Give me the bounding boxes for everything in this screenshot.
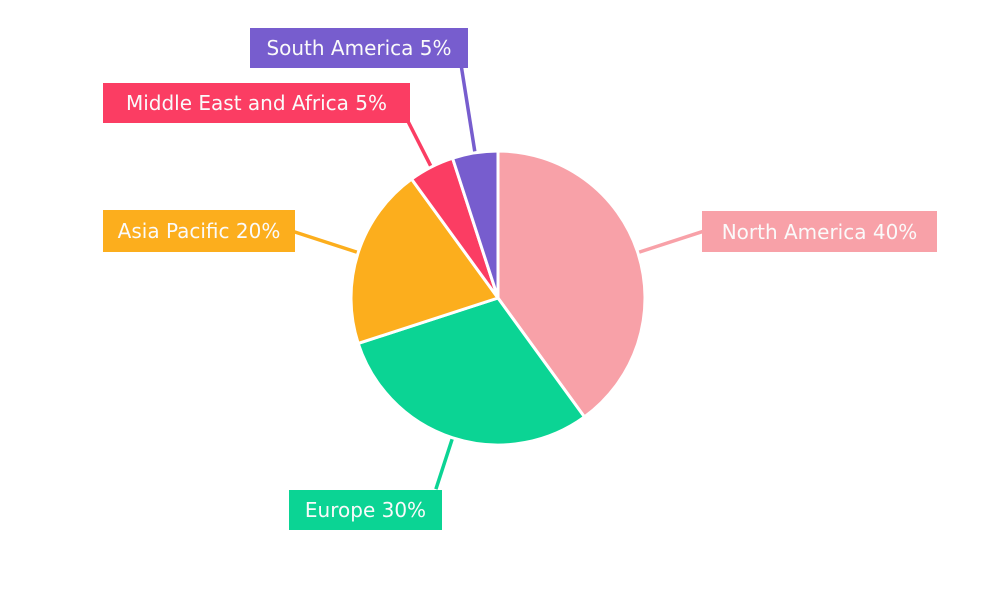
pie-slice-south-america[interactable]	[451, 149, 500, 300]
pie-slice-europe[interactable]	[356, 296, 586, 447]
callout-label-south-america: South America 5%	[250, 28, 468, 68]
callout-label-asia-pacific: Asia Pacific 20%	[103, 210, 295, 252]
leader-line-europe	[434, 438, 454, 490]
leader-line-north-america	[638, 229, 704, 254]
leader-line-asia-pacific	[293, 230, 358, 254]
callout-label-europe: Europe 30%	[289, 490, 442, 530]
callout-label-north-america: North America 40%	[702, 211, 937, 252]
leader-line-middle-east-and-africa	[405, 119, 433, 167]
callout-label-middle-east-and-africa: Middle East and Africa 5%	[103, 83, 410, 123]
pie-slice-asia-pacific[interactable]	[349, 177, 500, 345]
leader-line-south-america	[459, 66, 477, 152]
pie-slice-north-america[interactable]	[496, 149, 647, 419]
